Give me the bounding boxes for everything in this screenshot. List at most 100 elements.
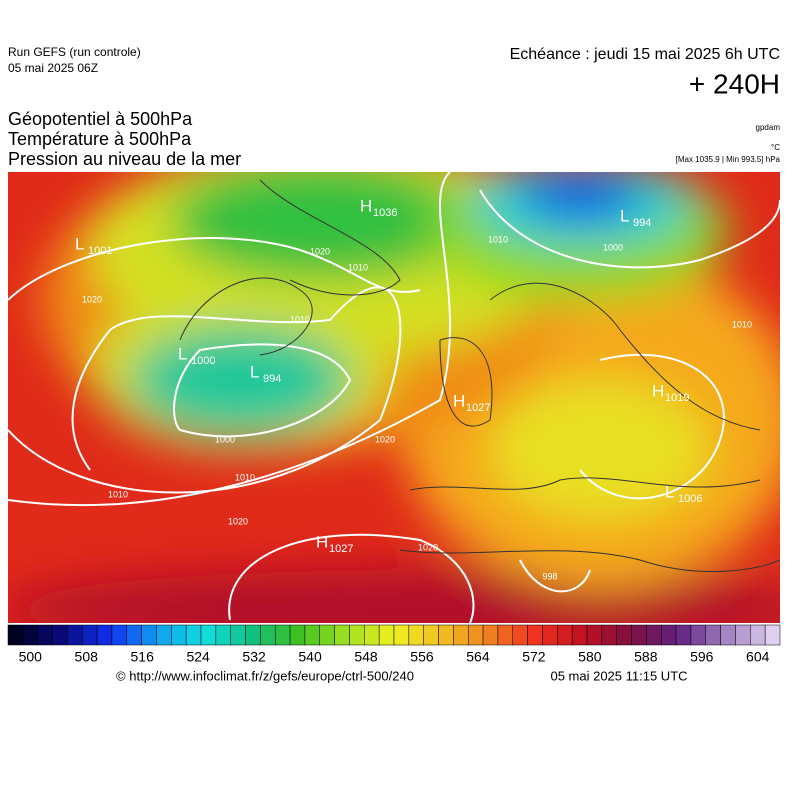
colorbar-cell	[156, 624, 172, 646]
colorbar-tick-label: 500	[19, 649, 43, 665]
colorbar-cell	[274, 624, 291, 646]
colorbar-cell	[319, 624, 335, 646]
colorbar-cell	[245, 624, 261, 646]
center-kind: L	[75, 234, 84, 253]
source-url: © http://www.infoclimat.fr/z/gefs/europe…	[116, 668, 414, 683]
colorbar-cell	[230, 624, 246, 646]
colorbar-tick-label: 532	[242, 649, 266, 665]
colorbar-cell	[126, 624, 142, 646]
colorbar-cell	[349, 624, 365, 646]
center-value: 1000	[191, 355, 215, 367]
colorbar-cell	[586, 624, 603, 646]
title: Géopotentiel à 500hPa	[8, 109, 193, 129]
center-value: 994	[263, 373, 281, 385]
colorbar-tick-label: 604	[746, 649, 770, 665]
lead: + 240H	[689, 68, 780, 99]
colorbar-cell	[96, 624, 113, 646]
echeance: Echéance : jeudi 15 mai 2025 6h UTC	[510, 46, 780, 63]
colorbar-cell	[601, 624, 617, 646]
colorbar-cell	[141, 624, 157, 646]
colorbar-cell	[393, 624, 410, 646]
isobar-label: 1020	[82, 294, 102, 304]
colorbar-cell	[289, 624, 306, 646]
isobar-label: 1010	[348, 262, 368, 272]
colorbar-cell	[52, 624, 68, 646]
isobar-label: 1020	[418, 542, 438, 552]
colorbar-cell	[423, 624, 439, 646]
colorbar-cell	[646, 624, 662, 646]
colorbar-cell	[22, 624, 38, 646]
colorbar-cell	[675, 624, 692, 646]
center-kind: H	[652, 381, 664, 400]
colorbar-cell	[557, 624, 573, 646]
issue-time: 05 mai 2025 11:15 UTC	[550, 668, 687, 683]
center-kind: H	[316, 532, 328, 551]
colorbar-cell	[660, 624, 677, 646]
isobar-label: 998	[542, 571, 557, 581]
isobar-label: 1010	[108, 489, 128, 499]
run-date: 05 mai 2025 06Z	[8, 61, 98, 75]
colorbar-tick-label: 548	[354, 649, 378, 665]
center-kind: L	[178, 344, 187, 363]
colorbar-cell	[334, 624, 350, 646]
colorbar-cell	[705, 624, 721, 646]
colorbar-cell	[378, 624, 395, 646]
unit: [Max 1035.9 | Min 993.5] hPa	[676, 155, 781, 164]
colorbar-tick-label: 588	[634, 649, 658, 665]
isobar-label: 1000	[603, 242, 623, 252]
isobar-label: 1000	[215, 434, 235, 444]
isobar-label: 1020	[310, 246, 330, 256]
colorbar-cell	[467, 624, 484, 646]
center-value: 994	[633, 217, 651, 229]
run: Run GEFS (run controle)	[8, 45, 141, 59]
colorbar-tick-label: 572	[522, 649, 546, 665]
colorbar-cell	[185, 624, 202, 646]
colorbar-tick-label: 516	[131, 649, 155, 665]
colorbar-cell	[497, 624, 514, 646]
colorbar-cell	[215, 624, 231, 646]
center-value: 1036	[373, 207, 397, 219]
title: Pression au niveau de la mer	[8, 149, 241, 169]
colorbar-cell	[111, 624, 128, 646]
colorbar-cell	[260, 624, 276, 646]
unit: °C	[771, 143, 780, 152]
isobar-label: 1010	[732, 319, 752, 329]
isobar-label: 1020	[375, 434, 395, 444]
center-value: 1019	[665, 392, 689, 404]
colorbar-tick-label: 540	[298, 649, 322, 665]
colorbar-cell	[67, 624, 83, 646]
colorbar-cell	[408, 624, 424, 646]
center-kind: L	[620, 206, 629, 225]
center-value: 1001	[88, 245, 112, 257]
colorbar-cell	[482, 624, 499, 646]
colorbar-cell	[171, 624, 187, 646]
isobar-label: 1010	[488, 234, 508, 244]
colorbar-tick-label: 564	[466, 649, 490, 665]
title: Température à 500hPa	[8, 129, 192, 149]
colorbar-cell	[7, 624, 24, 646]
colorbar-cell	[764, 624, 781, 646]
colorbar-cell	[542, 624, 558, 646]
colorbar-tick-label: 524	[186, 649, 210, 665]
colorbar-cell	[438, 624, 454, 646]
colorbar-cell	[81, 624, 98, 646]
colorbar-cell	[512, 624, 528, 646]
isobar-label: 1010	[235, 472, 255, 482]
colorbar-tick-label: 556	[410, 649, 434, 665]
colorbar-cell	[304, 624, 321, 646]
map	[8, 172, 780, 623]
center-value: 1027	[329, 543, 353, 555]
center-kind: L	[665, 482, 674, 501]
colorbar-cell	[364, 624, 380, 646]
unit: gpdam	[756, 123, 781, 132]
colorbar-cell	[735, 624, 751, 646]
colorbar-cell	[720, 624, 736, 646]
colorbar-cell	[631, 624, 647, 646]
colorbar-cell	[200, 624, 217, 646]
colorbar-cell	[37, 624, 53, 646]
center-kind: L	[250, 362, 259, 381]
isobar-label: 1020	[228, 516, 248, 526]
colorbar-cell	[616, 624, 632, 646]
center-value: 1006	[678, 493, 702, 505]
